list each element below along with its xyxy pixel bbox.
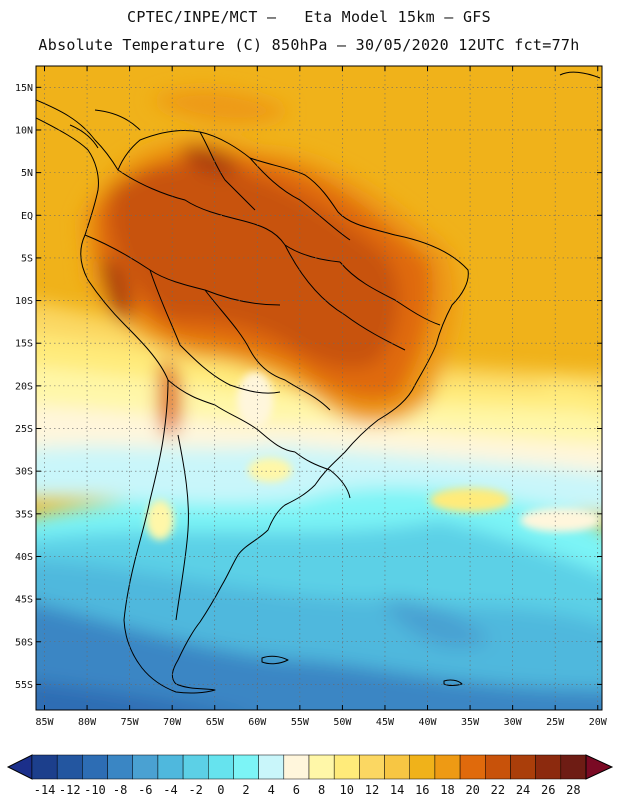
lon-label: 50W (333, 717, 352, 728)
lat-label: 10S (15, 296, 33, 307)
lon-label: 45W (376, 717, 395, 728)
colorbar-swatch (107, 754, 133, 780)
colorbar-swatch (485, 754, 511, 780)
colorbar-swatch (258, 754, 285, 780)
colorbar-tick-label: 6 (293, 783, 300, 797)
colorbar: -14 -12 -10 -8 -6 -4 -2 0 2 4 6 8 10 12 14 16 18 20 22 24 26… (6, 754, 614, 797)
map-frame (35, 65, 603, 711)
colorbar-swatch (132, 754, 159, 780)
lon-label: 35W (461, 717, 480, 728)
colorbar-swatch (409, 754, 436, 780)
colorbar-swatch (208, 754, 234, 780)
colorbar-tick-label: 8 (318, 783, 325, 797)
colorbar-swatch (333, 754, 360, 780)
title-line-1: CPTEC/INPE/MCT – Eta Model 15km – GFS (127, 8, 491, 26)
colorbar-tick-label: 16 (415, 783, 429, 797)
colorbar-swatch (359, 754, 385, 780)
colorbar-tick-label: -14 (34, 783, 56, 797)
lon-label: 85W (35, 717, 54, 728)
lat-label: 15N (15, 83, 33, 94)
colorbar-under-arrow (6, 754, 33, 780)
lon-label: 55W (291, 717, 310, 728)
axis-ticks (36, 66, 602, 710)
lon-label: 65W (206, 717, 225, 728)
colorbar-tick-label: 12 (365, 783, 379, 797)
colorbar-swatch (283, 754, 310, 780)
latitude-labels: 15N 10N 5N EQ 5S 10S 15S 20S 25S 30S 35S 40S 45S 50S 5… (15, 83, 33, 691)
lon-label: 20W (589, 717, 608, 728)
lat-label: EQ (21, 211, 33, 222)
lon-label: 60W (248, 717, 267, 728)
colorbar-tick-label: -8 (113, 783, 127, 797)
temperature-field (36, 66, 602, 710)
lat-label: 10N (15, 125, 33, 136)
colorbar-swatch (434, 754, 461, 780)
lat-label: 50S (15, 637, 33, 648)
colorbar-tick-label: -4 (163, 783, 177, 797)
lon-label: 70W (163, 717, 182, 728)
colorbar-swatch (31, 754, 58, 780)
colorbar-tick-label: 28 (566, 783, 580, 797)
colorbar-tick-label: -6 (138, 783, 152, 797)
lat-label: 25S (15, 424, 33, 435)
colorbar-tick-label: 24 (516, 783, 530, 797)
colorbar-tick-label: -12 (59, 783, 81, 797)
colorbar-swatch (560, 754, 587, 780)
colorbar-tick-label: -2 (188, 783, 202, 797)
colorbar-tick-label: 4 (268, 783, 275, 797)
colorbar-swatch (459, 754, 486, 780)
lat-label: 5N (21, 168, 33, 179)
colorbar-over-arrow (585, 754, 614, 780)
colorbar-tick-label: 22 (491, 783, 505, 797)
lat-label: 40S (15, 552, 33, 563)
colorbar-swatch (384, 754, 410, 780)
colorbar-swatch (56, 754, 83, 780)
colorbar-tick-label: -10 (84, 783, 106, 797)
lat-label: 30S (15, 467, 33, 478)
colorbar-swatch (535, 754, 562, 780)
colorbar-swatch (82, 754, 108, 780)
lat-label: 15S (15, 339, 33, 350)
lon-label: 75W (121, 717, 140, 728)
lon-label: 40W (418, 717, 437, 728)
colorbar-tick-label: 26 (541, 783, 555, 797)
graticule (36, 66, 602, 710)
lat-label: 20S (15, 381, 33, 392)
colorbar-tick-label: 14 (390, 783, 404, 797)
title-line-2: Absolute Temperature (C) 850hPa – 30/05/… (38, 36, 580, 54)
lat-label: 45S (15, 595, 33, 606)
colorbar-swatch (157, 754, 184, 780)
lon-label: 30W (504, 717, 523, 728)
colorbar-swatch (182, 754, 209, 780)
lon-label: 80W (78, 717, 97, 728)
colorbar-tick-label: 18 (440, 783, 454, 797)
longitude-labels: 85W 80W 75W 70W 65W 60W 55W 50W 45W 40W 35W 30W 25W 2… (35, 717, 607, 728)
coastlines (36, 71, 601, 694)
colorbar-tick-label: 10 (340, 783, 354, 797)
lat-label: 5S (21, 253, 33, 264)
colorbar-swatch (308, 754, 335, 780)
lat-label: 55S (15, 680, 33, 691)
colorbar-tick-label: 0 (217, 783, 224, 797)
colorbar-tick-label: 2 (242, 783, 249, 797)
lon-label: 25W (546, 717, 565, 728)
lat-label: 35S (15, 509, 33, 520)
colorbar-tick-label: 20 (465, 783, 479, 797)
colorbar-swatch (510, 754, 536, 780)
colorbar-swatch (233, 754, 259, 780)
